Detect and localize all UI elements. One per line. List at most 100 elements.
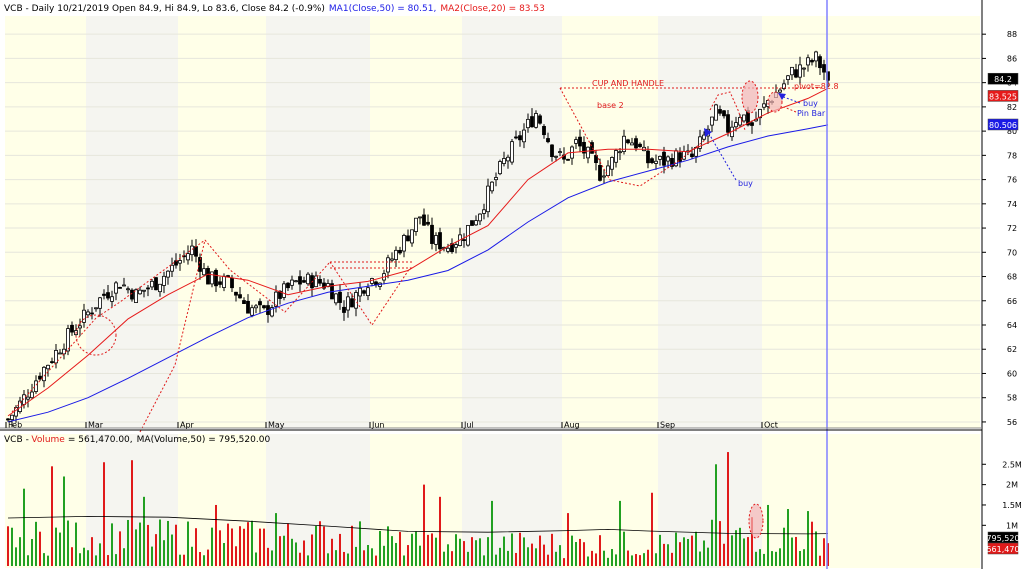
volume-bar bbox=[159, 519, 161, 566]
candle-body bbox=[694, 147, 698, 157]
volume-bar bbox=[771, 551, 773, 566]
volume-bar bbox=[759, 549, 761, 566]
candle-body bbox=[106, 292, 110, 299]
candle-body bbox=[634, 138, 638, 149]
volume-bar bbox=[27, 555, 29, 566]
month-tick-label: Oct bbox=[764, 421, 778, 430]
candle-body bbox=[718, 109, 722, 114]
candle-body bbox=[154, 277, 158, 291]
candle-body bbox=[298, 276, 302, 285]
volume-bar bbox=[175, 524, 177, 566]
price-band bbox=[266, 16, 370, 428]
candle-body bbox=[578, 136, 582, 147]
month-tick-label: Jul bbox=[463, 421, 474, 430]
volume-bar bbox=[595, 553, 597, 566]
candle-body bbox=[94, 307, 98, 310]
volume-bar bbox=[295, 542, 297, 566]
volume-bar bbox=[247, 522, 249, 566]
candle-body bbox=[498, 161, 502, 175]
price-band bbox=[562, 16, 658, 428]
candle-body bbox=[206, 268, 210, 285]
volume-bar bbox=[631, 555, 633, 566]
volume-bar bbox=[539, 535, 541, 566]
candle-body bbox=[630, 142, 634, 146]
volume-bar bbox=[95, 555, 97, 566]
volume-bar bbox=[511, 533, 513, 566]
month-tick-label: Apr bbox=[180, 421, 195, 430]
volume-bar bbox=[495, 554, 497, 566]
volume-bar bbox=[483, 555, 485, 566]
candle-body bbox=[542, 126, 546, 136]
candle-body bbox=[806, 57, 810, 66]
candle-body bbox=[650, 158, 654, 164]
volume-ma-tag-label: 795,520 bbox=[986, 534, 1019, 543]
pin-bar-label: Pin Bar bbox=[797, 109, 826, 118]
volume-bar bbox=[507, 550, 509, 566]
volume-bar bbox=[559, 545, 561, 566]
candle-body bbox=[758, 108, 762, 119]
month-tick-label: May bbox=[268, 421, 285, 430]
price-band bbox=[462, 16, 562, 428]
candle-body bbox=[430, 224, 434, 244]
future-band bbox=[827, 434, 980, 568]
volume-bar bbox=[363, 550, 365, 566]
projection-line bbox=[139, 239, 206, 433]
volume-bar bbox=[279, 536, 281, 566]
volume-header: VCB - Volume = 561,470.00, MA(Volume,50) = 7… bbox=[4, 435, 270, 445]
candle-body bbox=[662, 151, 666, 166]
buy-arrow-head bbox=[778, 93, 786, 100]
candle-body bbox=[638, 143, 642, 148]
volume-bar bbox=[375, 555, 377, 566]
candle-body bbox=[114, 282, 118, 294]
volume-bar bbox=[791, 537, 793, 566]
volume-bar bbox=[543, 544, 545, 566]
volume-bar bbox=[407, 545, 409, 566]
candle-body bbox=[658, 155, 662, 160]
ma50-line bbox=[7, 124, 829, 423]
candle-body bbox=[490, 181, 494, 192]
candle-body bbox=[322, 282, 326, 289]
volume-bar bbox=[779, 548, 781, 566]
ma20-tag-label: 83.525 bbox=[989, 92, 1017, 101]
month-tick-label: Jun bbox=[371, 421, 385, 430]
volume-bar bbox=[591, 550, 593, 566]
volume-bar bbox=[547, 554, 549, 566]
price-band bbox=[86, 16, 178, 428]
volume-bar bbox=[19, 537, 21, 566]
candle-body bbox=[146, 287, 150, 290]
volume-bar bbox=[23, 488, 25, 566]
rising-trendline bbox=[11, 239, 206, 413]
candle-body bbox=[798, 64, 802, 78]
volume-bar bbox=[531, 543, 533, 566]
candle-body bbox=[254, 305, 258, 309]
candle-body bbox=[270, 307, 274, 317]
volume-bar bbox=[451, 551, 453, 566]
volume-bar bbox=[447, 544, 449, 566]
candle-body bbox=[726, 114, 730, 133]
candle-body bbox=[486, 185, 490, 213]
month-tick-label: Mar bbox=[88, 421, 104, 430]
volume-bar bbox=[287, 523, 289, 566]
volume-bar bbox=[267, 547, 269, 566]
volume-bar bbox=[43, 553, 45, 566]
volume-bar bbox=[755, 551, 757, 566]
candle-body bbox=[110, 296, 114, 302]
volume-bar bbox=[371, 548, 373, 566]
candle-body bbox=[438, 232, 442, 250]
candle-body bbox=[494, 177, 498, 181]
candle-body bbox=[338, 291, 342, 303]
candle-body bbox=[666, 156, 670, 162]
volume-bar bbox=[567, 513, 569, 566]
candle-body bbox=[162, 275, 166, 286]
candle-body bbox=[518, 135, 522, 141]
candle-body bbox=[350, 298, 354, 308]
ma50-tag-label: 80.506 bbox=[989, 121, 1017, 130]
volume-bar bbox=[243, 528, 245, 566]
candle-body bbox=[810, 59, 814, 63]
price-tick-label: 76 bbox=[1007, 176, 1017, 185]
candle-body bbox=[286, 282, 290, 289]
volume-bar bbox=[127, 519, 129, 566]
volume-bar bbox=[479, 538, 481, 566]
candle-body bbox=[230, 277, 234, 289]
